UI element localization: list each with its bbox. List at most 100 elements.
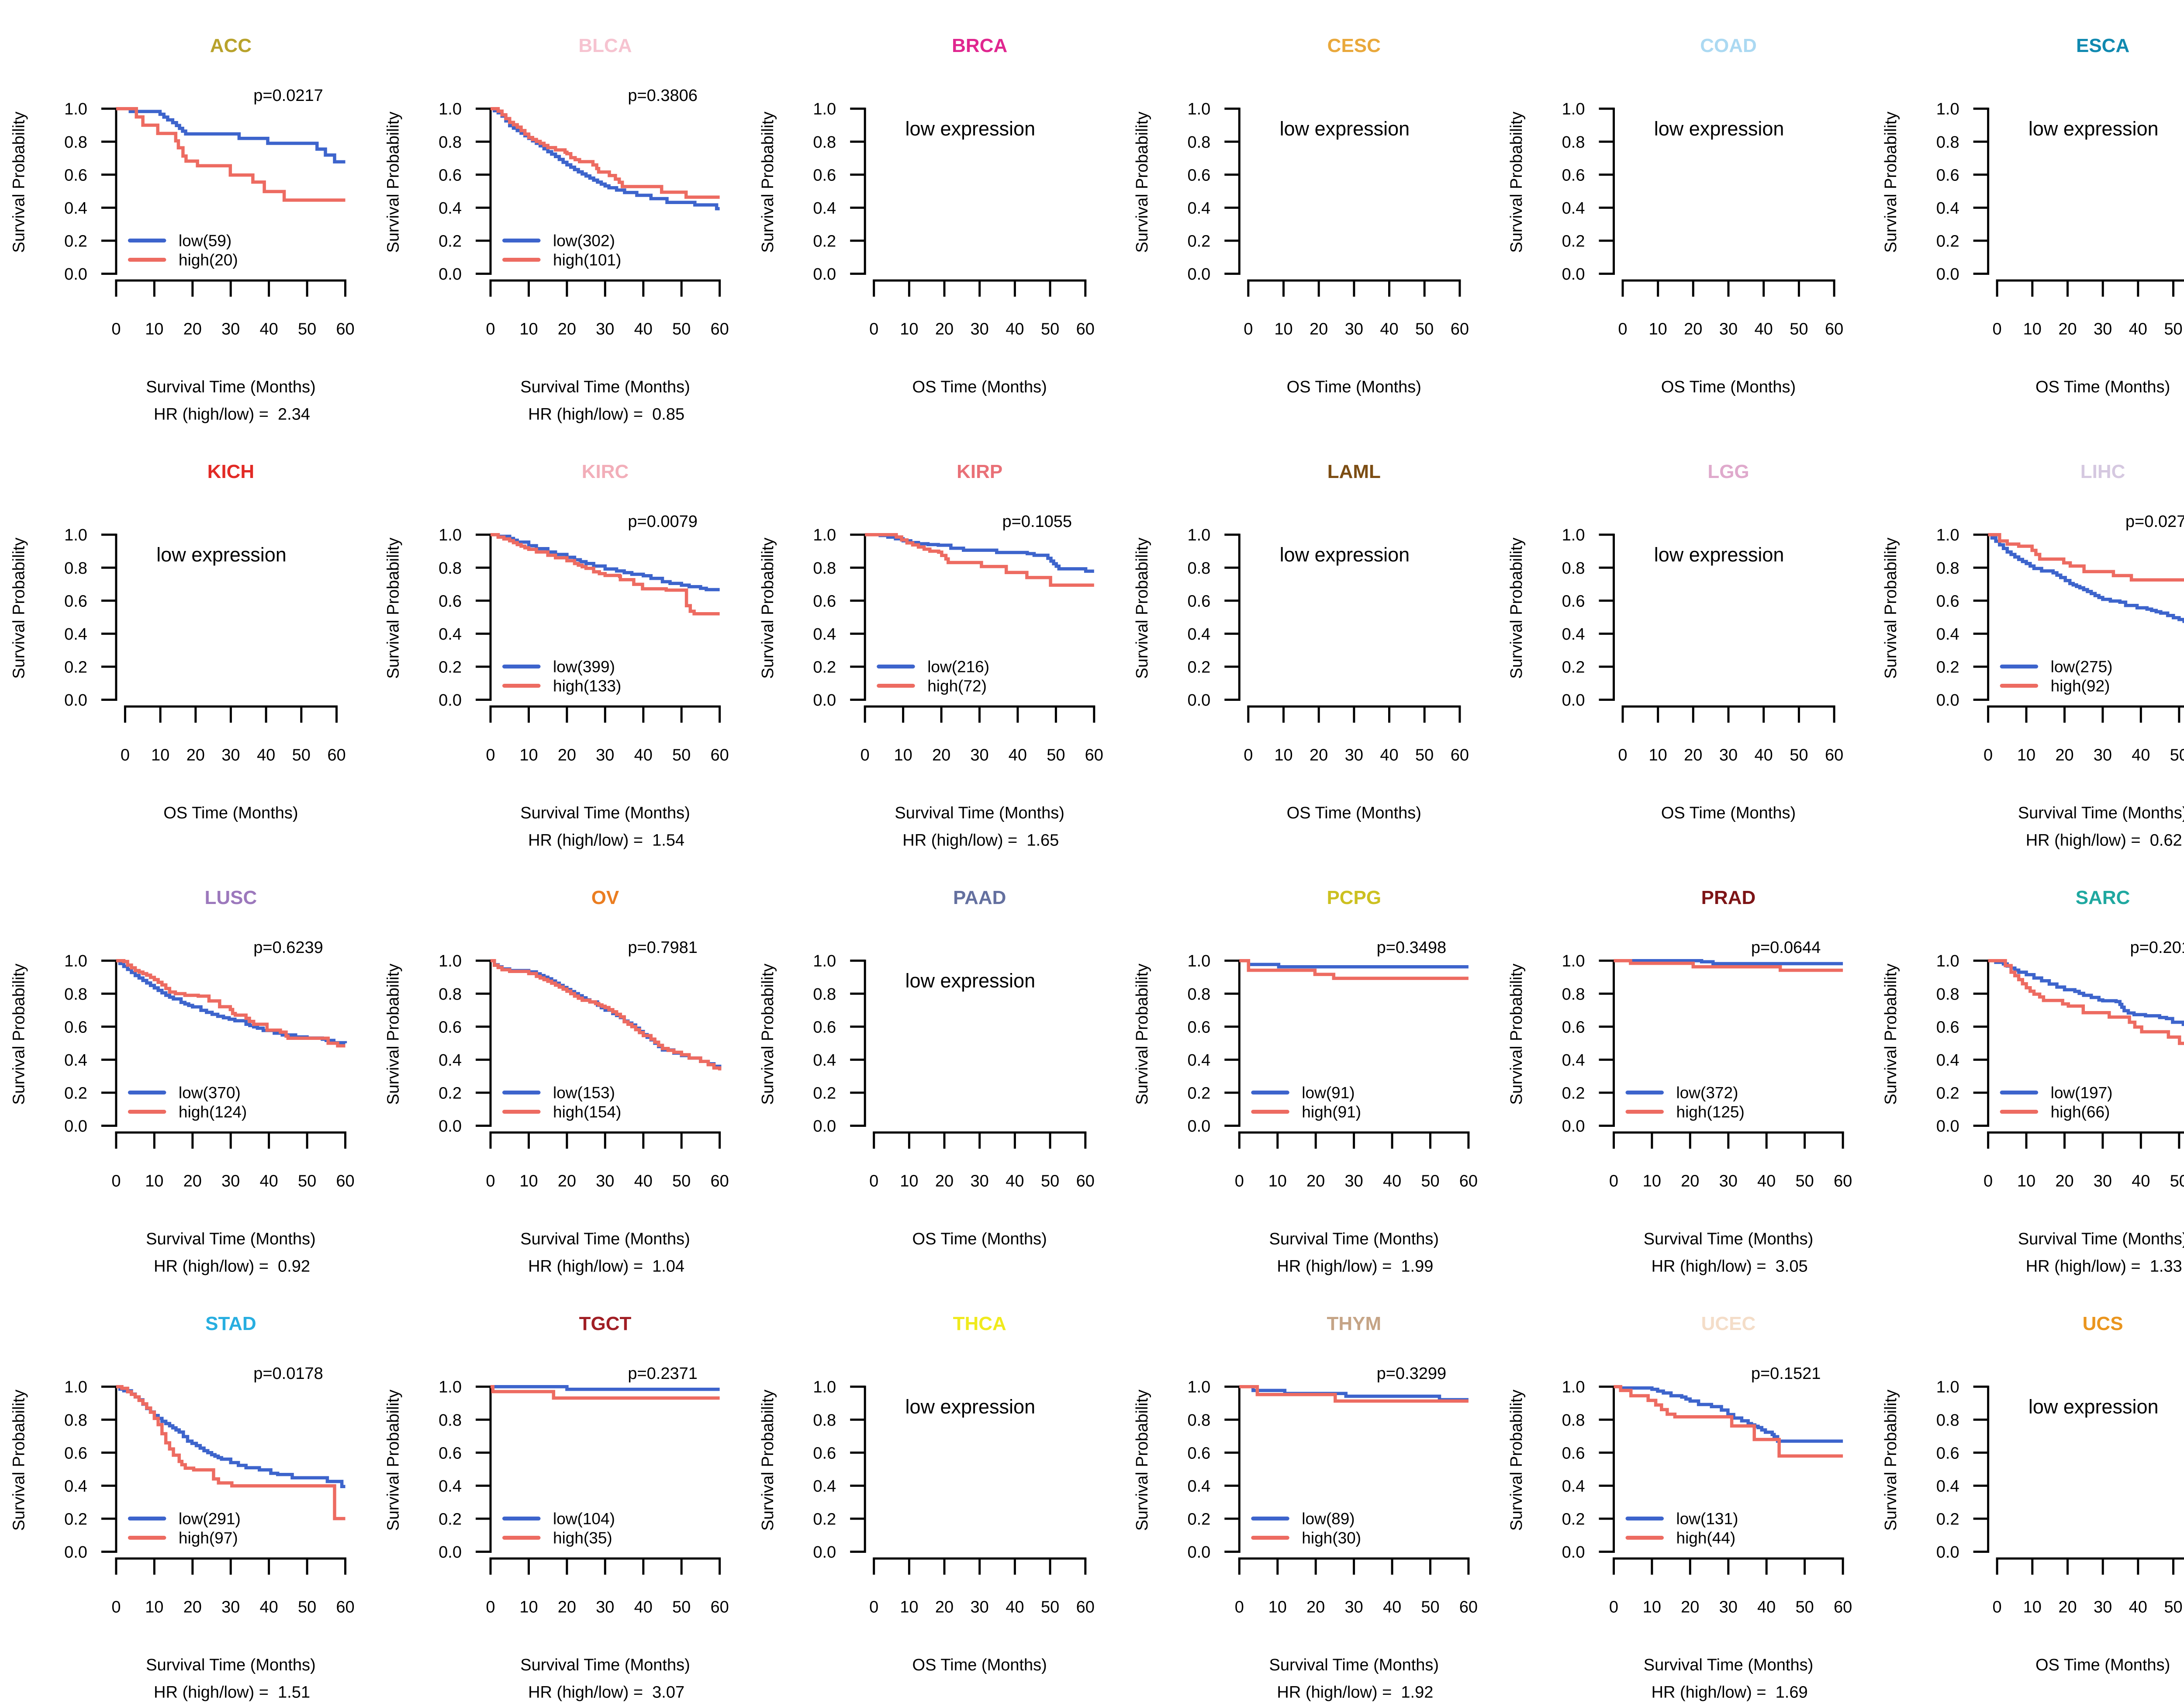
svg-text:OS Time (Months): OS Time (Months) — [2035, 378, 2170, 396]
svg-text:0.0: 0.0 — [1936, 1117, 1959, 1136]
svg-text:0.4: 0.4 — [1187, 1477, 1210, 1496]
svg-text:20: 20 — [1681, 1172, 1699, 1191]
svg-text:50: 50 — [672, 1172, 691, 1191]
svg-text:OS Time (Months): OS Time (Months) — [1661, 804, 1796, 822]
svg-text:UCS: UCS — [2083, 1313, 2123, 1334]
svg-text:10: 10 — [519, 320, 538, 339]
svg-text:20: 20 — [1684, 320, 1702, 339]
svg-text:0.6: 0.6 — [1936, 166, 1959, 184]
svg-text:LUSC: LUSC — [205, 887, 257, 908]
svg-text:PRAD: PRAD — [1701, 887, 1756, 908]
svg-text:0.8: 0.8 — [1936, 985, 1959, 1004]
svg-text:p=0.3299: p=0.3299 — [1377, 1365, 1447, 1383]
svg-text:1.0: 1.0 — [813, 526, 836, 544]
svg-text:20: 20 — [935, 320, 954, 339]
svg-text:50: 50 — [672, 746, 691, 765]
svg-text:40: 40 — [1755, 746, 1773, 765]
svg-text:50: 50 — [1415, 320, 1434, 339]
svg-text:0.6: 0.6 — [1187, 1444, 1210, 1462]
svg-text:0.0: 0.0 — [439, 1117, 462, 1136]
svg-text:HR (high/low) = 1.99: HR (high/low) = 1.99 — [1277, 1257, 1433, 1276]
svg-text:0.8: 0.8 — [439, 985, 462, 1004]
svg-text:30: 30 — [971, 1172, 989, 1191]
svg-text:HR (high/low) = 2.34: HR (high/low) = 2.34 — [154, 405, 310, 424]
svg-text:40: 40 — [1757, 1598, 1776, 1617]
svg-text:0.0: 0.0 — [813, 691, 836, 710]
svg-text:0.0: 0.0 — [813, 1117, 836, 1136]
svg-text:0: 0 — [869, 1172, 878, 1191]
svg-text:40: 40 — [259, 1598, 278, 1617]
svg-text:HR (high/low) = 0.92: HR (high/low) = 0.92 — [154, 1257, 310, 1276]
svg-text:low(131): low(131) — [1676, 1510, 1738, 1528]
svg-text:LAML: LAML — [1327, 461, 1381, 482]
svg-text:20: 20 — [935, 1598, 954, 1617]
svg-text:0.6: 0.6 — [1562, 166, 1585, 184]
svg-text:40: 40 — [1757, 1172, 1776, 1191]
svg-text:1.0: 1.0 — [813, 1378, 836, 1396]
svg-text:40: 40 — [1755, 320, 1773, 339]
svg-text:0: 0 — [486, 1598, 495, 1617]
svg-text:0.4: 0.4 — [1187, 199, 1210, 218]
svg-text:0.4: 0.4 — [439, 199, 462, 218]
svg-text:0.6: 0.6 — [64, 1018, 87, 1036]
svg-text:0.8: 0.8 — [813, 985, 836, 1004]
svg-text:0.4: 0.4 — [1936, 1477, 1959, 1496]
svg-text:1.0: 1.0 — [64, 100, 87, 118]
svg-text:40: 40 — [1383, 1598, 1401, 1617]
svg-text:0.2: 0.2 — [813, 658, 836, 676]
svg-text:0.4: 0.4 — [813, 1477, 836, 1496]
svg-text:0.0: 0.0 — [439, 265, 462, 284]
svg-text:30: 30 — [1719, 1598, 1738, 1617]
svg-text:20: 20 — [1684, 746, 1702, 765]
svg-text:0.6: 0.6 — [439, 166, 462, 184]
svg-text:0.6: 0.6 — [1562, 1018, 1585, 1036]
svg-text:0: 0 — [111, 320, 121, 339]
svg-text:BLCA: BLCA — [578, 35, 632, 56]
svg-text:OS Time (Months): OS Time (Months) — [912, 1230, 1047, 1248]
svg-text:0: 0 — [486, 1172, 495, 1191]
svg-text:p=0.201: p=0.201 — [2130, 939, 2184, 957]
svg-text:30: 30 — [596, 1598, 614, 1617]
svg-text:60: 60 — [1076, 1598, 1095, 1617]
svg-text:0.2: 0.2 — [64, 1510, 87, 1528]
svg-text:0.8: 0.8 — [1187, 985, 1210, 1004]
svg-text:0.6: 0.6 — [1562, 1444, 1585, 1462]
svg-text:50: 50 — [2170, 746, 2184, 765]
svg-text:30: 30 — [1344, 1172, 1363, 1191]
svg-text:10: 10 — [1649, 320, 1667, 339]
svg-text:PAAD: PAAD — [953, 887, 1006, 908]
svg-text:Survival Probability: Survival Probability — [1882, 963, 1900, 1105]
svg-text:10: 10 — [1274, 320, 1292, 339]
svg-text:p=0.3498: p=0.3498 — [1377, 939, 1447, 957]
svg-text:40: 40 — [259, 320, 278, 339]
svg-text:p=0.0644: p=0.0644 — [1751, 939, 1821, 957]
svg-text:50: 50 — [1047, 746, 1065, 765]
svg-text:1.0: 1.0 — [1936, 526, 1959, 544]
svg-text:high(154): high(154) — [553, 1103, 621, 1121]
svg-text:0.2: 0.2 — [1562, 1510, 1585, 1528]
svg-text:high(124): high(124) — [179, 1103, 247, 1121]
svg-text:PCPG: PCPG — [1327, 887, 1381, 908]
svg-text:HR (high/low) = 3.07: HR (high/low) = 3.07 — [528, 1683, 684, 1702]
svg-text:10: 10 — [519, 1172, 538, 1191]
svg-text:KICH: KICH — [207, 461, 255, 482]
svg-text:1.0: 1.0 — [1187, 526, 1210, 544]
svg-text:0.4: 0.4 — [1562, 1051, 1585, 1070]
svg-text:Survival Probability: Survival Probability — [1507, 1389, 1526, 1531]
svg-text:high(101): high(101) — [553, 251, 621, 269]
svg-text:low expression: low expression — [2028, 1396, 2159, 1418]
svg-text:Survival Time (Months): Survival Time (Months) — [2018, 804, 2184, 822]
svg-text:0.0: 0.0 — [813, 265, 836, 284]
svg-text:Survival Probability: Survival Probability — [759, 537, 777, 679]
svg-text:30: 30 — [596, 746, 614, 765]
svg-text:Survival Probability: Survival Probability — [1507, 537, 1526, 679]
svg-text:0.8: 0.8 — [1562, 1411, 1585, 1430]
svg-text:20: 20 — [558, 1172, 576, 1191]
svg-text:30: 30 — [2094, 1598, 2112, 1617]
svg-text:HR (high/low) = 1.92: HR (high/low) = 1.92 — [1277, 1683, 1433, 1702]
svg-text:0: 0 — [121, 746, 130, 765]
svg-text:Survival Probability: Survival Probability — [1882, 537, 1900, 679]
svg-text:Survival Time (Months): Survival Time (Months) — [2018, 1230, 2184, 1248]
svg-text:0.0: 0.0 — [64, 265, 87, 284]
svg-text:20: 20 — [2058, 320, 2077, 339]
